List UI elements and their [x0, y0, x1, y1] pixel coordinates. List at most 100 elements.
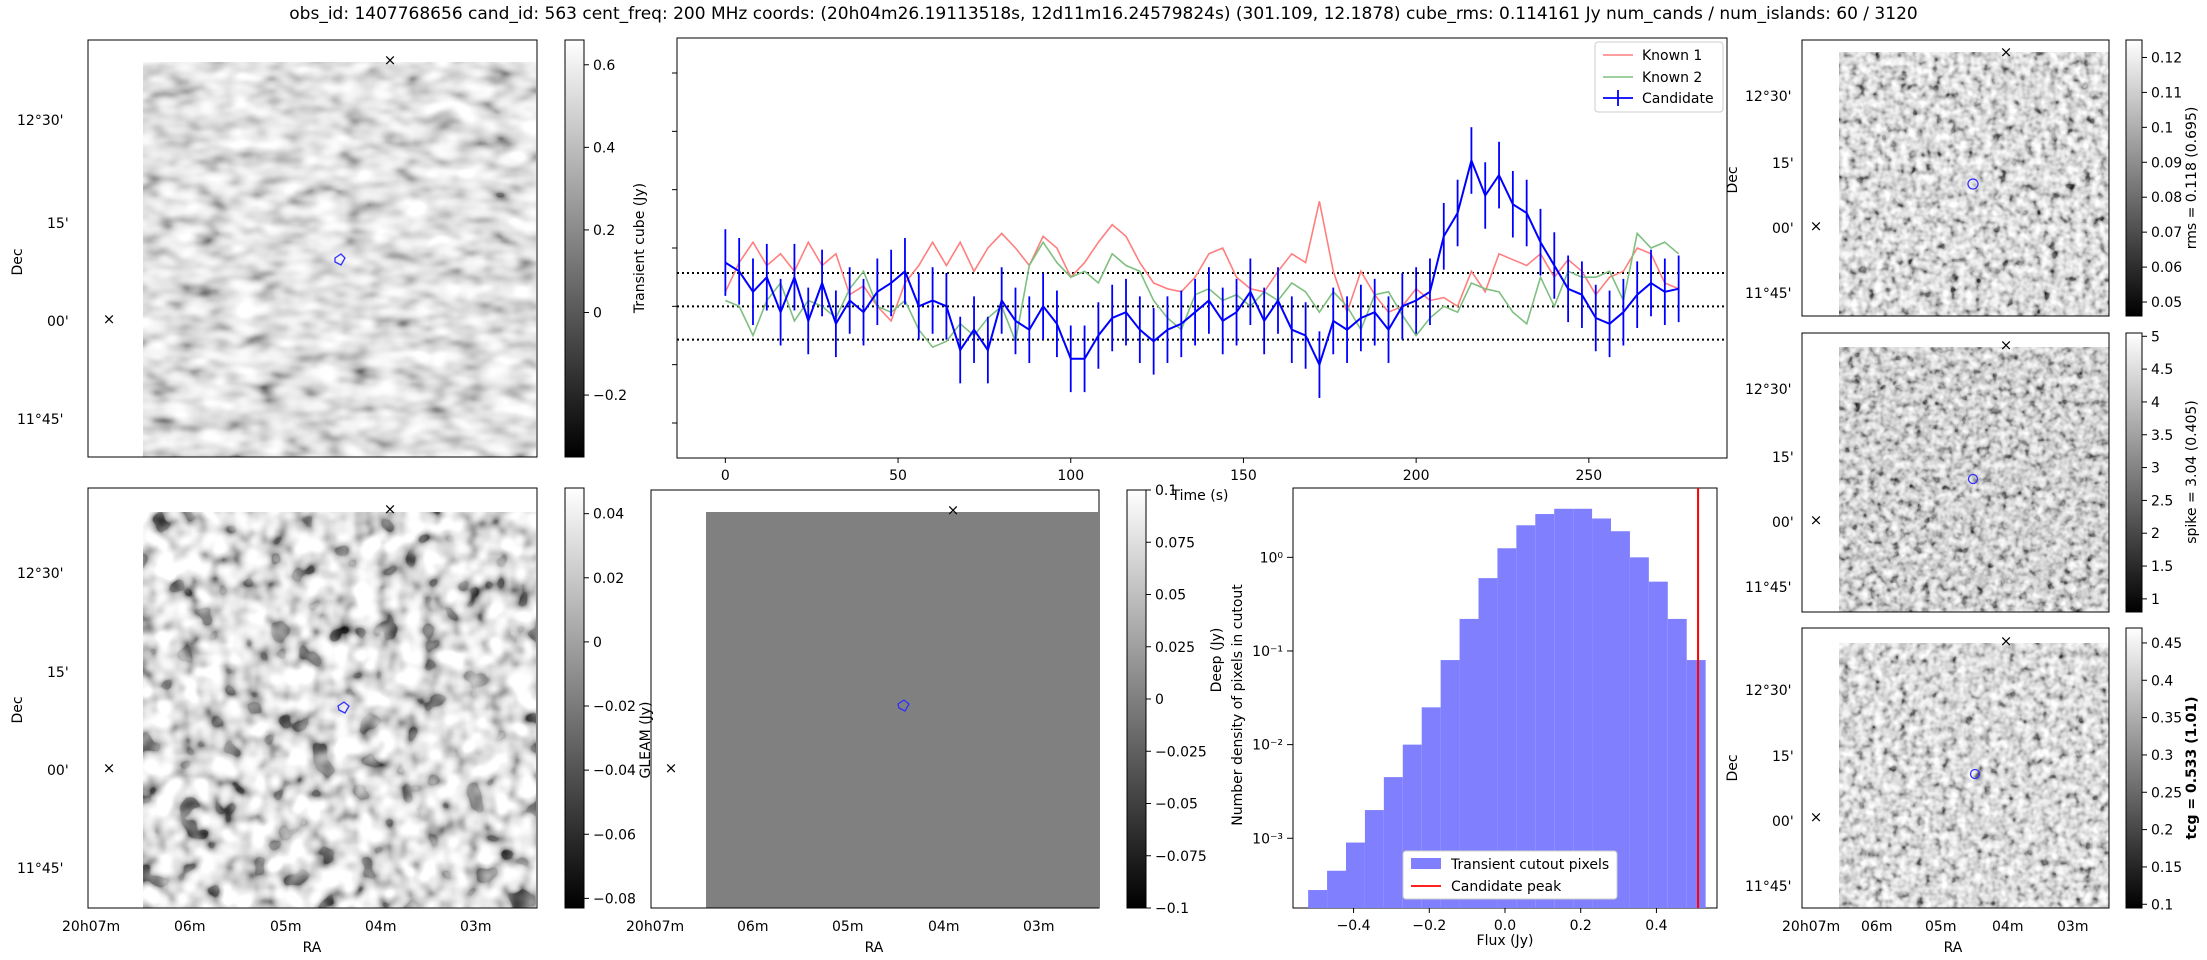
x-axis-label: RA: [865, 940, 884, 956]
colorbar-tick-label: 0.15: [2151, 860, 2182, 876]
histogram-bar: [1554, 508, 1574, 908]
ra-tick-label: 20h07m: [626, 919, 684, 935]
histogram-bar: [1383, 777, 1403, 908]
dec-tick-label: 00': [1772, 515, 1794, 531]
x-tick-label: −0.2: [1412, 918, 1446, 934]
colorbar: [2125, 627, 2143, 909]
dec-tick-label: 11°45': [1745, 580, 1791, 596]
y-tick-label: 10⁰: [1260, 550, 1284, 566]
series-line-candidate: [724, 157, 1679, 368]
colorbar-tick-label: 4: [2151, 395, 2160, 411]
colorbar-ticks: 0.45 0.4 0.35 0.3 0.25 0.2 0.15 0.1: [2142, 636, 2182, 913]
colorbar-label: rms = 0.118 (0.695): [2184, 107, 2200, 250]
green-cross-marker: ×: [1810, 217, 1823, 235]
colorbar-ticks: 0.1 0.075 0.05 0.025 0 −0.025 −0.05 −0.075 −0.1: [1146, 483, 1207, 917]
y-axis-label: GLEAM (Jy): [638, 702, 654, 779]
histogram-bar: [1459, 618, 1479, 908]
dec-tick-label: 15': [47, 216, 69, 232]
dec-tick-label: 12°30': [1745, 89, 1791, 105]
tcg-image-panel: 12°30' 15' 00' 11°45' Dec 20h07m 06m 05m…: [1725, 627, 2200, 956]
histogram-bar: [1327, 870, 1346, 908]
red-cross-marker: ×: [2000, 43, 2013, 61]
colorbar-tick-label: −0.06: [593, 827, 636, 843]
ra-tick-label: 04m: [1992, 919, 2023, 935]
colorbar-tick-label: 0.06: [2151, 260, 2182, 276]
colorbar: [1126, 489, 1147, 909]
figure-title: obs_id: 1407768656 cand_id: 563 cent_fre…: [289, 4, 1918, 24]
y-tick-label: 10⁻³: [1252, 831, 1283, 847]
dec-tick-label: 11°45': [17, 861, 63, 877]
colorbar-tick-label: 0.11: [2151, 85, 2182, 101]
colorbar-tick-label: 0.02: [593, 571, 624, 587]
colorbar-tick-label: 0.09: [2151, 155, 2182, 171]
histogram-bar: [1573, 508, 1593, 908]
colorbar-tick-label: −0.04: [593, 763, 636, 779]
histogram-bar: [1535, 514, 1555, 908]
colorbar-label: Transient cube (Jy): [632, 183, 648, 314]
x-axis-ticks: −0.4 −0.2 0.0 0.2 0.4: [1337, 908, 1668, 934]
dec-tick-label: 15': [1772, 450, 1794, 466]
histogram-bar: [1440, 660, 1460, 908]
dec-tick-label: 15': [1772, 749, 1794, 765]
red-cross-marker: ×: [384, 500, 397, 518]
colorbar-ticks: 0.6 0.4 0.2 0 −0.2: [584, 58, 627, 404]
histogram-bars: [1308, 508, 1706, 908]
transient-cutout-image: [143, 62, 536, 457]
histogram-bar: [1478, 578, 1498, 908]
histogram-bar: [1686, 660, 1706, 908]
colorbar-tick-label: 2.5: [2151, 493, 2173, 509]
ra-tick-label: 05m: [270, 919, 301, 935]
legend-label-known-2: Known 2: [1642, 70, 1702, 86]
colorbar: [564, 487, 585, 909]
colorbar-tick-label: 0.45: [2151, 636, 2182, 652]
candidate-contour: [1967, 473, 1979, 485]
colorbar: [2125, 39, 2143, 317]
x-tick-label: −0.4: [1337, 918, 1371, 934]
colorbar-ticks: 0.04 0.02 0 −0.02 −0.04 −0.06 −0.08: [584, 507, 636, 907]
dec-tick-label: 00': [1772, 814, 1794, 830]
legend-label-peak: Candidate peak: [1451, 879, 1562, 895]
colorbar-tick-label: 0.4: [2151, 673, 2173, 689]
legend-label-candidate: Candidate: [1642, 91, 1714, 107]
legend-label-histogram: Transient cutout pixels: [1450, 857, 1609, 873]
colorbar-tick-label: 0.25: [2151, 785, 2182, 801]
colorbar-tick-label: 0.4: [593, 140, 615, 156]
colorbar-tick-label: 0.35: [2151, 711, 2182, 727]
dec-tick-label: 12°30': [1745, 683, 1791, 699]
colorbar-tick-label: 0.3: [2151, 748, 2173, 764]
colorbar-tick-label: 0: [593, 305, 602, 321]
colorbar-tick-label: 3.5: [2151, 428, 2173, 444]
spike-image-panel: 12°30' 15' 00' 11°45' × × 5 4.5 4 3.5 3 2.5 2 1…: [1745, 329, 2200, 613]
colorbar-tick-label: 2: [2151, 526, 2160, 542]
dec-tick-label: 11°45': [1745, 286, 1791, 302]
red-cross-marker: ×: [2000, 336, 2013, 354]
histogram-bar: [1346, 842, 1365, 908]
legend-box: [1594, 41, 1724, 113]
x-tick-label: 0.0: [1494, 918, 1516, 934]
colorbar: [2125, 332, 2143, 613]
y-axis-label: Dec: [1725, 166, 1741, 193]
dec-tick-label: 12°30': [17, 566, 63, 582]
tcg-cutout-image: [1839, 643, 2109, 908]
colorbar-tick-label: 0.12: [2151, 50, 2182, 66]
x-axis-ticks: 0 50 100 150 200 250: [721, 458, 1602, 484]
histogram-bar: [1364, 810, 1384, 908]
colorbar-tick-label: 0.08: [2151, 190, 2182, 206]
legend: Transient cutout pixels Candidate peak: [1402, 850, 1618, 900]
ra-tick-label: 04m: [928, 919, 959, 935]
colorbar-ticks: 5 4.5 4 3.5 3 2.5 2 1.5 1: [2142, 329, 2173, 608]
red-cross-marker: ×: [2000, 632, 2013, 650]
histogram-bar: [1667, 618, 1687, 908]
dec-tick-label: 15': [1772, 156, 1794, 172]
histogram-bar: [1648, 581, 1668, 908]
histogram-bar: [1611, 531, 1630, 908]
rms-image-panel: 12°30' 15' 00' 11°45' Dec × × 0.120.110.…: [1725, 39, 2200, 317]
colorbar-label: tcg = 0.533 (1.01): [2184, 697, 2200, 840]
y-axis-label: Dec: [10, 696, 26, 723]
legend-swatch-histogram: [1411, 858, 1441, 869]
histogram-bar: [1516, 525, 1536, 908]
spike-cutout-image: [1839, 347, 2109, 612]
red-cross-marker: ×: [947, 501, 960, 519]
ra-tick-label: 06m: [737, 919, 768, 935]
colorbar-tick-label: 5: [2151, 329, 2160, 345]
